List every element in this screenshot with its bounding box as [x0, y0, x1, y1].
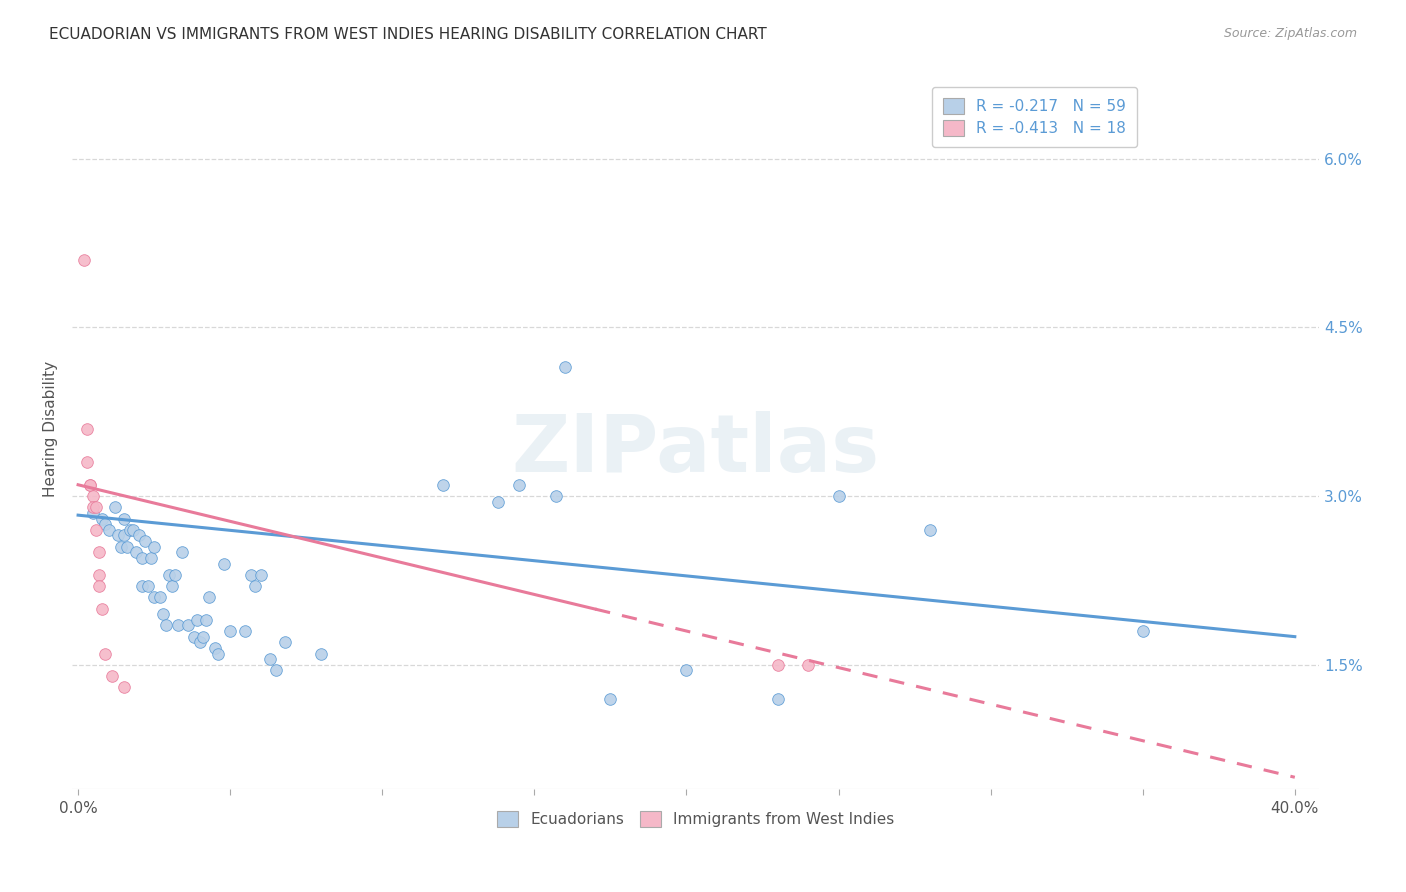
Point — [94, 517, 117, 532]
Point — [186, 613, 208, 627]
Point — [554, 359, 576, 374]
Point — [118, 523, 141, 537]
Point — [766, 691, 789, 706]
Point — [274, 635, 297, 649]
Point — [170, 545, 193, 559]
Point — [73, 252, 96, 267]
Point — [212, 557, 235, 571]
Point — [240, 567, 263, 582]
Point — [143, 591, 166, 605]
Point — [91, 511, 114, 525]
Text: Source: ZipAtlas.com: Source: ZipAtlas.com — [1223, 27, 1357, 40]
Point — [89, 567, 111, 582]
Point — [219, 624, 242, 638]
Point — [797, 657, 820, 672]
Point — [155, 618, 177, 632]
Y-axis label: Hearing Disability: Hearing Disability — [44, 360, 58, 497]
Point — [86, 500, 108, 515]
Point — [157, 567, 180, 582]
Point — [165, 567, 187, 582]
Point — [125, 545, 148, 559]
Point — [918, 523, 941, 537]
Point — [194, 613, 217, 627]
Point — [432, 477, 454, 491]
Point — [115, 540, 138, 554]
Point — [766, 657, 789, 672]
Point — [100, 669, 122, 683]
Point — [188, 635, 211, 649]
Point — [176, 618, 198, 632]
Point — [89, 579, 111, 593]
Point — [94, 647, 117, 661]
Text: ZIPatlas: ZIPatlas — [512, 411, 880, 489]
Point — [76, 421, 98, 435]
Point — [82, 500, 104, 515]
Point — [86, 523, 108, 537]
Point — [675, 664, 697, 678]
Point — [82, 489, 104, 503]
Point — [79, 477, 101, 491]
Point — [121, 523, 143, 537]
Point — [243, 579, 266, 593]
Point — [104, 500, 127, 515]
Point — [131, 550, 153, 565]
Point — [112, 528, 135, 542]
Point — [264, 664, 287, 678]
Text: ECUADORIAN VS IMMIGRANTS FROM WEST INDIES HEARING DISABILITY CORRELATION CHART: ECUADORIAN VS IMMIGRANTS FROM WEST INDIE… — [49, 27, 766, 42]
Point — [544, 489, 567, 503]
Point — [134, 534, 156, 549]
Point — [107, 528, 129, 542]
Point — [97, 523, 120, 537]
Point — [139, 550, 162, 565]
Point — [198, 591, 221, 605]
Point — [827, 489, 849, 503]
Point — [311, 647, 333, 661]
Point — [131, 579, 153, 593]
Point — [112, 511, 135, 525]
Point — [89, 545, 111, 559]
Point — [191, 630, 214, 644]
Point — [149, 591, 172, 605]
Point — [599, 691, 621, 706]
Point — [136, 579, 159, 593]
Point — [91, 601, 114, 615]
Point — [1132, 624, 1154, 638]
Point — [259, 652, 281, 666]
Point — [167, 618, 190, 632]
Point — [207, 647, 229, 661]
Point — [76, 455, 98, 469]
Point — [128, 528, 150, 542]
Point — [112, 680, 135, 694]
Point — [110, 540, 132, 554]
Point — [235, 624, 257, 638]
Point — [82, 506, 104, 520]
Point — [183, 630, 205, 644]
Point — [143, 540, 166, 554]
Point — [508, 477, 530, 491]
Point — [204, 640, 226, 655]
Point — [152, 607, 174, 622]
Point — [486, 494, 509, 508]
Point — [162, 579, 184, 593]
Legend: Ecuadorians, Immigrants from West Indies: Ecuadorians, Immigrants from West Indies — [489, 803, 903, 835]
Point — [79, 477, 101, 491]
Point — [249, 567, 271, 582]
